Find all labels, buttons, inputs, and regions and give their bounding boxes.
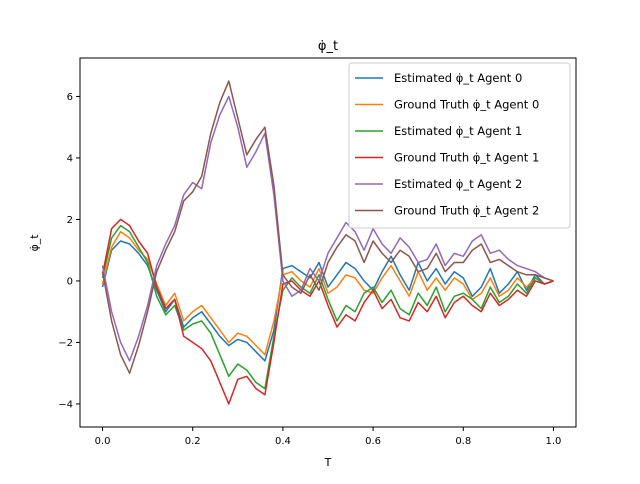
- series-line-4: [101, 95, 554, 362]
- plot-frame: [79, 57, 577, 428]
- x-axis: 0.0 0.2 0.4 0.6 0.8 1.0: [95, 427, 562, 447]
- series-line-3: [101, 218, 554, 405]
- y-tick-label: 4: [67, 153, 73, 164]
- legend-label-5: Ground Truth φ̇_t Agent 2: [394, 204, 539, 218]
- y-tick-label: 6: [67, 92, 73, 103]
- x-tick-label: 1.0: [546, 436, 562, 447]
- chart-title: φ̇_t: [318, 39, 338, 54]
- plot-area: [101, 80, 554, 405]
- x-tick-label: 0.2: [185, 436, 201, 447]
- y-tick-label: −4: [58, 399, 73, 410]
- legend-label-3: Ground Truth φ̇_t Agent 1: [394, 151, 539, 165]
- legend-label-1: Ground Truth φ̇_t Agent 0: [394, 98, 539, 112]
- y-axis: −4 −2 0 2 4 6: [58, 92, 80, 410]
- x-tick-label: 0.8: [455, 436, 471, 447]
- series-line-1: [101, 230, 554, 356]
- legend-box: [348, 62, 571, 229]
- series-line-5: [101, 80, 554, 374]
- y-tick-label: 2: [67, 215, 73, 226]
- x-tick-label: 0.4: [275, 436, 291, 447]
- legend-label-2: Estimated φ̇_t Agent 1: [394, 124, 522, 138]
- y-axis-label: φ̇_t: [28, 234, 41, 252]
- x-axis-label: T: [324, 456, 332, 469]
- legend-label-4: Estimated φ̇_t Agent 2: [394, 177, 522, 191]
- x-tick-label: 0.0: [95, 436, 111, 447]
- y-tick-label: 0: [67, 276, 73, 287]
- x-tick-label: 0.6: [365, 436, 381, 447]
- y-tick-label: −2: [58, 338, 73, 349]
- legend-label-0: Estimated φ̇_t Agent 0: [394, 71, 522, 85]
- legend: Estimated φ̇_t Agent 0 Ground Truth φ̇_t …: [348, 62, 571, 229]
